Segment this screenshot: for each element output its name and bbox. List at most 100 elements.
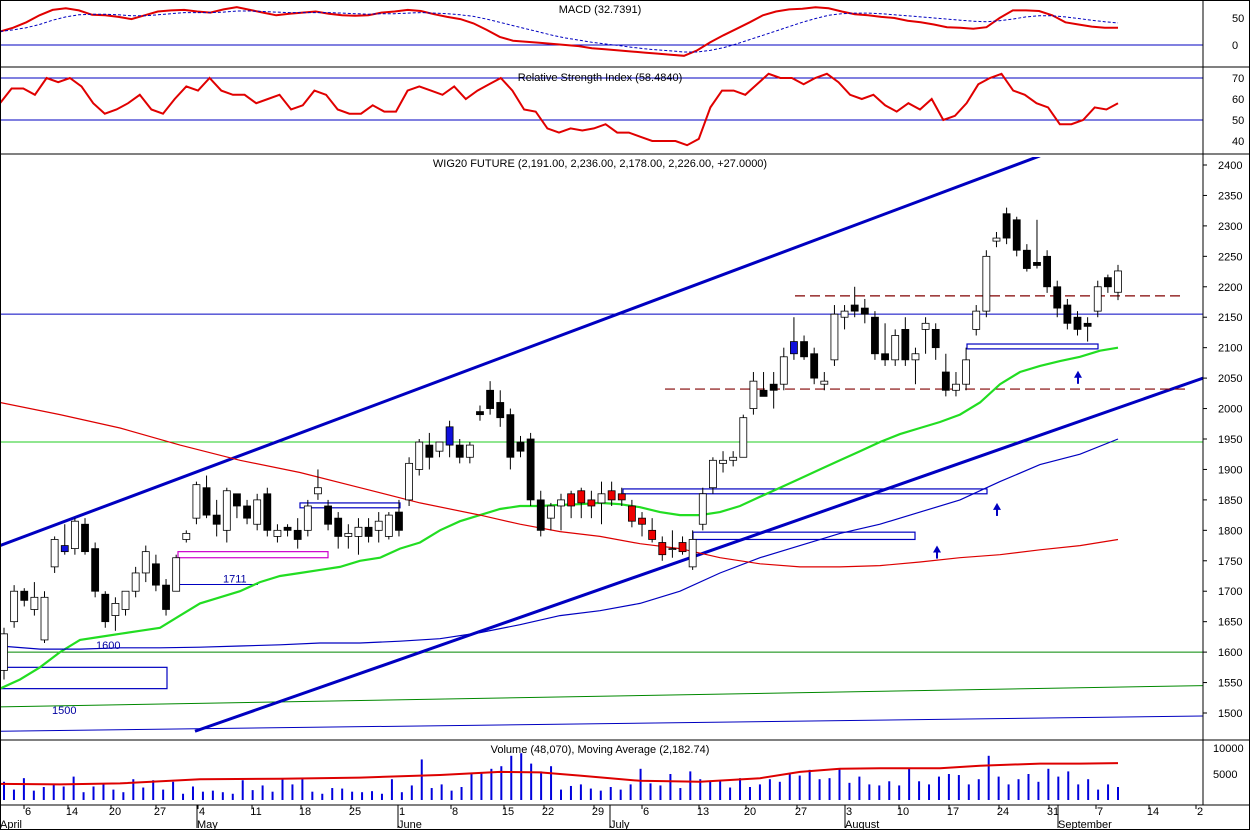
candle bbox=[162, 579, 170, 616]
candle-body bbox=[627, 505, 636, 522]
candle-body bbox=[769, 383, 778, 391]
candle bbox=[577, 487, 586, 519]
candle-body bbox=[445, 426, 454, 446]
gap-box bbox=[299, 502, 401, 509]
candle-body bbox=[779, 356, 788, 385]
x-day-label: 22 bbox=[542, 806, 554, 818]
candle-body bbox=[212, 514, 221, 525]
x-day-label: 27 bbox=[154, 806, 166, 818]
x-day-label: 3 bbox=[846, 806, 852, 818]
candle bbox=[709, 457, 717, 494]
candle bbox=[840, 305, 849, 330]
macd-panel: 0 50 bbox=[0, 6, 1244, 57]
candle-body bbox=[1093, 286, 1102, 312]
candle bbox=[607, 481, 616, 506]
candle bbox=[688, 530, 697, 570]
candle-body bbox=[172, 557, 181, 592]
candle bbox=[546, 502, 555, 531]
candle-body bbox=[1114, 270, 1122, 293]
candle-body bbox=[840, 310, 849, 318]
candle-body bbox=[860, 307, 869, 315]
price-y-tick: 1750 bbox=[1218, 556, 1242, 568]
candle-body bbox=[476, 411, 484, 416]
candle-body bbox=[871, 316, 879, 355]
candle-body bbox=[1043, 255, 1052, 288]
x-day-label: 27 bbox=[795, 806, 807, 818]
candle bbox=[1114, 264, 1122, 301]
candle-body bbox=[374, 520, 383, 531]
candle-body bbox=[729, 456, 738, 461]
candle-body bbox=[921, 322, 930, 330]
candle bbox=[0, 627, 8, 680]
candle-body bbox=[790, 341, 798, 355]
candle bbox=[81, 518, 89, 555]
price-plot-area: 1711 1600 1500 bbox=[0, 157, 1203, 733]
candle bbox=[354, 518, 363, 555]
candle-body bbox=[638, 517, 646, 525]
candle bbox=[739, 414, 748, 458]
rsi-panel: 40 50 60 70 bbox=[0, 72, 1244, 148]
candle bbox=[435, 441, 444, 458]
candle bbox=[233, 493, 241, 519]
price-y-tick: 1650 bbox=[1218, 617, 1242, 629]
gap-box bbox=[692, 531, 916, 541]
candle bbox=[486, 381, 495, 415]
rsi-y-tick: 60 bbox=[1232, 94, 1244, 106]
candle bbox=[152, 554, 160, 592]
volume-ma-line bbox=[0, 762, 1119, 786]
candle bbox=[617, 487, 626, 506]
candle-body bbox=[972, 310, 981, 330]
candle bbox=[779, 347, 788, 391]
candle bbox=[698, 487, 707, 531]
x-day-label: 8 bbox=[452, 806, 458, 818]
x-month-label: May bbox=[197, 819, 218, 830]
price-y-tick: 1500 bbox=[1218, 708, 1242, 720]
x-day-label: 13 bbox=[697, 806, 709, 818]
candle bbox=[415, 439, 424, 476]
candle bbox=[1093, 280, 1102, 318]
arrow-up-icon bbox=[993, 502, 1001, 510]
candle bbox=[172, 554, 181, 592]
candle bbox=[992, 231, 1001, 248]
x-day-label: 1 bbox=[399, 806, 405, 818]
trend-channel-lower bbox=[194, 376, 1203, 733]
candle-body bbox=[1012, 219, 1021, 251]
x-day-label: 18 bbox=[299, 806, 311, 818]
gap-box bbox=[177, 551, 329, 559]
macd-y-tick: 0 bbox=[1232, 40, 1238, 52]
candle bbox=[769, 372, 778, 409]
candle-body bbox=[698, 493, 707, 525]
price-y-tick: 1600 bbox=[1218, 647, 1242, 659]
rsi-title: Relative Strength Index (58.4840) bbox=[518, 72, 683, 84]
x-day-label: 29 bbox=[592, 806, 604, 818]
candle-body bbox=[202, 487, 211, 516]
price-y-tick: 2150 bbox=[1218, 312, 1242, 324]
macd-title: MACD (32.7391) bbox=[559, 4, 642, 16]
candle-body bbox=[111, 603, 120, 616]
candle-body bbox=[415, 441, 424, 470]
price-y-tick: 1550 bbox=[1218, 678, 1242, 690]
candle-body bbox=[688, 539, 697, 568]
candle-body bbox=[911, 353, 920, 361]
candle-body bbox=[344, 532, 353, 537]
candle bbox=[364, 518, 373, 543]
candle bbox=[1002, 207, 1011, 245]
price-annotation: 1500 bbox=[52, 705, 76, 717]
candle bbox=[253, 493, 262, 531]
candle-body bbox=[1033, 262, 1041, 266]
candle bbox=[567, 490, 576, 519]
candle-body bbox=[50, 539, 59, 568]
candle bbox=[314, 469, 322, 500]
candle bbox=[465, 442, 474, 464]
candle-body bbox=[607, 490, 616, 501]
candle-body bbox=[739, 417, 748, 458]
ma-line-red bbox=[0, 401, 1119, 568]
x-day-label: 11 bbox=[250, 806, 261, 818]
candle bbox=[952, 372, 960, 397]
candle-body bbox=[546, 505, 555, 519]
x-day-label: 15 bbox=[502, 806, 514, 818]
candle bbox=[60, 524, 69, 555]
candle bbox=[911, 347, 920, 385]
candle bbox=[1043, 250, 1052, 293]
price-y-tick: 2300 bbox=[1218, 221, 1242, 233]
